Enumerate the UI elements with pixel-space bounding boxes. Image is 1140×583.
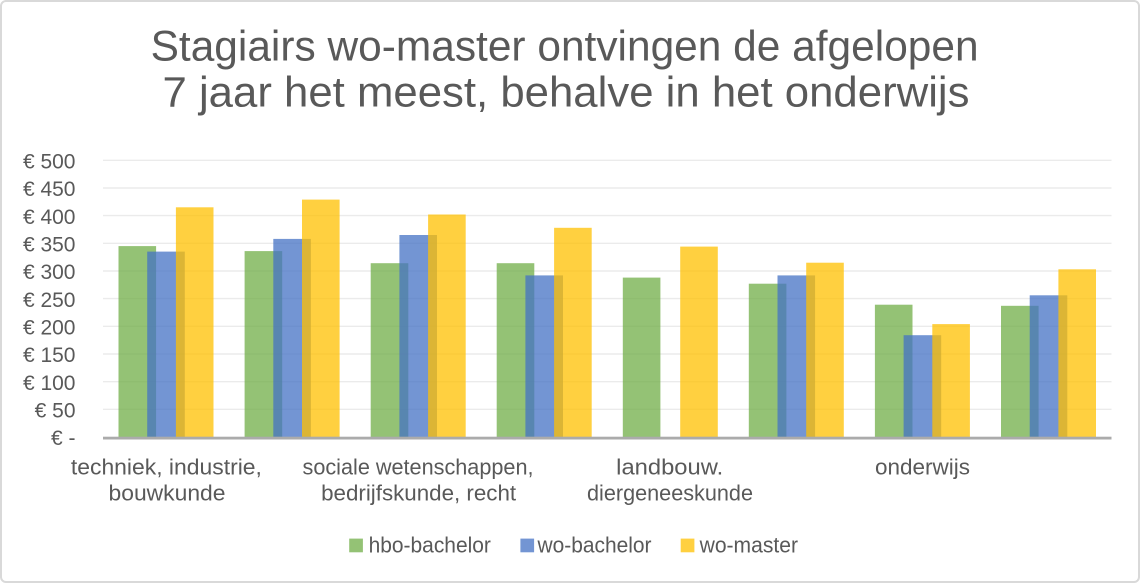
svg-text:onderwijs: onderwijs	[875, 455, 970, 480]
svg-text:€ -: € -	[51, 427, 76, 450]
svg-text:€ 400: € 400	[23, 206, 76, 229]
svg-text:diergeneeskunde: diergeneeskunde	[587, 481, 753, 506]
svg-text:bedrijfskunde, recht: bedrijfskunde, recht	[321, 481, 517, 506]
svg-text:techniek, industrie,: techniek, industrie,	[71, 455, 262, 480]
svg-text:Stagiairs wo-master ontvingen: Stagiairs wo-master ontvingen de afgelop…	[151, 24, 979, 71]
svg-text:€ 200: € 200	[23, 317, 76, 340]
svg-text:hbo-bachelor: hbo-bachelor	[369, 533, 492, 558]
svg-text:€ 50: € 50	[35, 400, 76, 423]
svg-text:€ 250: € 250	[23, 289, 76, 312]
svg-text:€ 350: € 350	[23, 234, 76, 257]
svg-text:landbouw.: landbouw.	[616, 455, 723, 480]
svg-text:€ 450: € 450	[23, 178, 76, 201]
svg-text:bouwkunde: bouwkunde	[109, 481, 226, 506]
svg-text:€ 100: € 100	[23, 372, 76, 395]
svg-text:7 jaar het meest, behalve in h: 7 jaar het meest, behalve in het onderwi…	[163, 70, 970, 117]
svg-text:€ 150: € 150	[23, 344, 76, 367]
svg-text:sociale wetenschappen,: sociale wetenschappen,	[303, 455, 534, 480]
svg-text:€ 500: € 500	[23, 151, 76, 174]
svg-text:wo-master: wo-master	[699, 533, 799, 558]
svg-text:€ 300: € 300	[23, 261, 76, 284]
svg-text:wo-bachelor: wo-bachelor	[537, 533, 652, 558]
